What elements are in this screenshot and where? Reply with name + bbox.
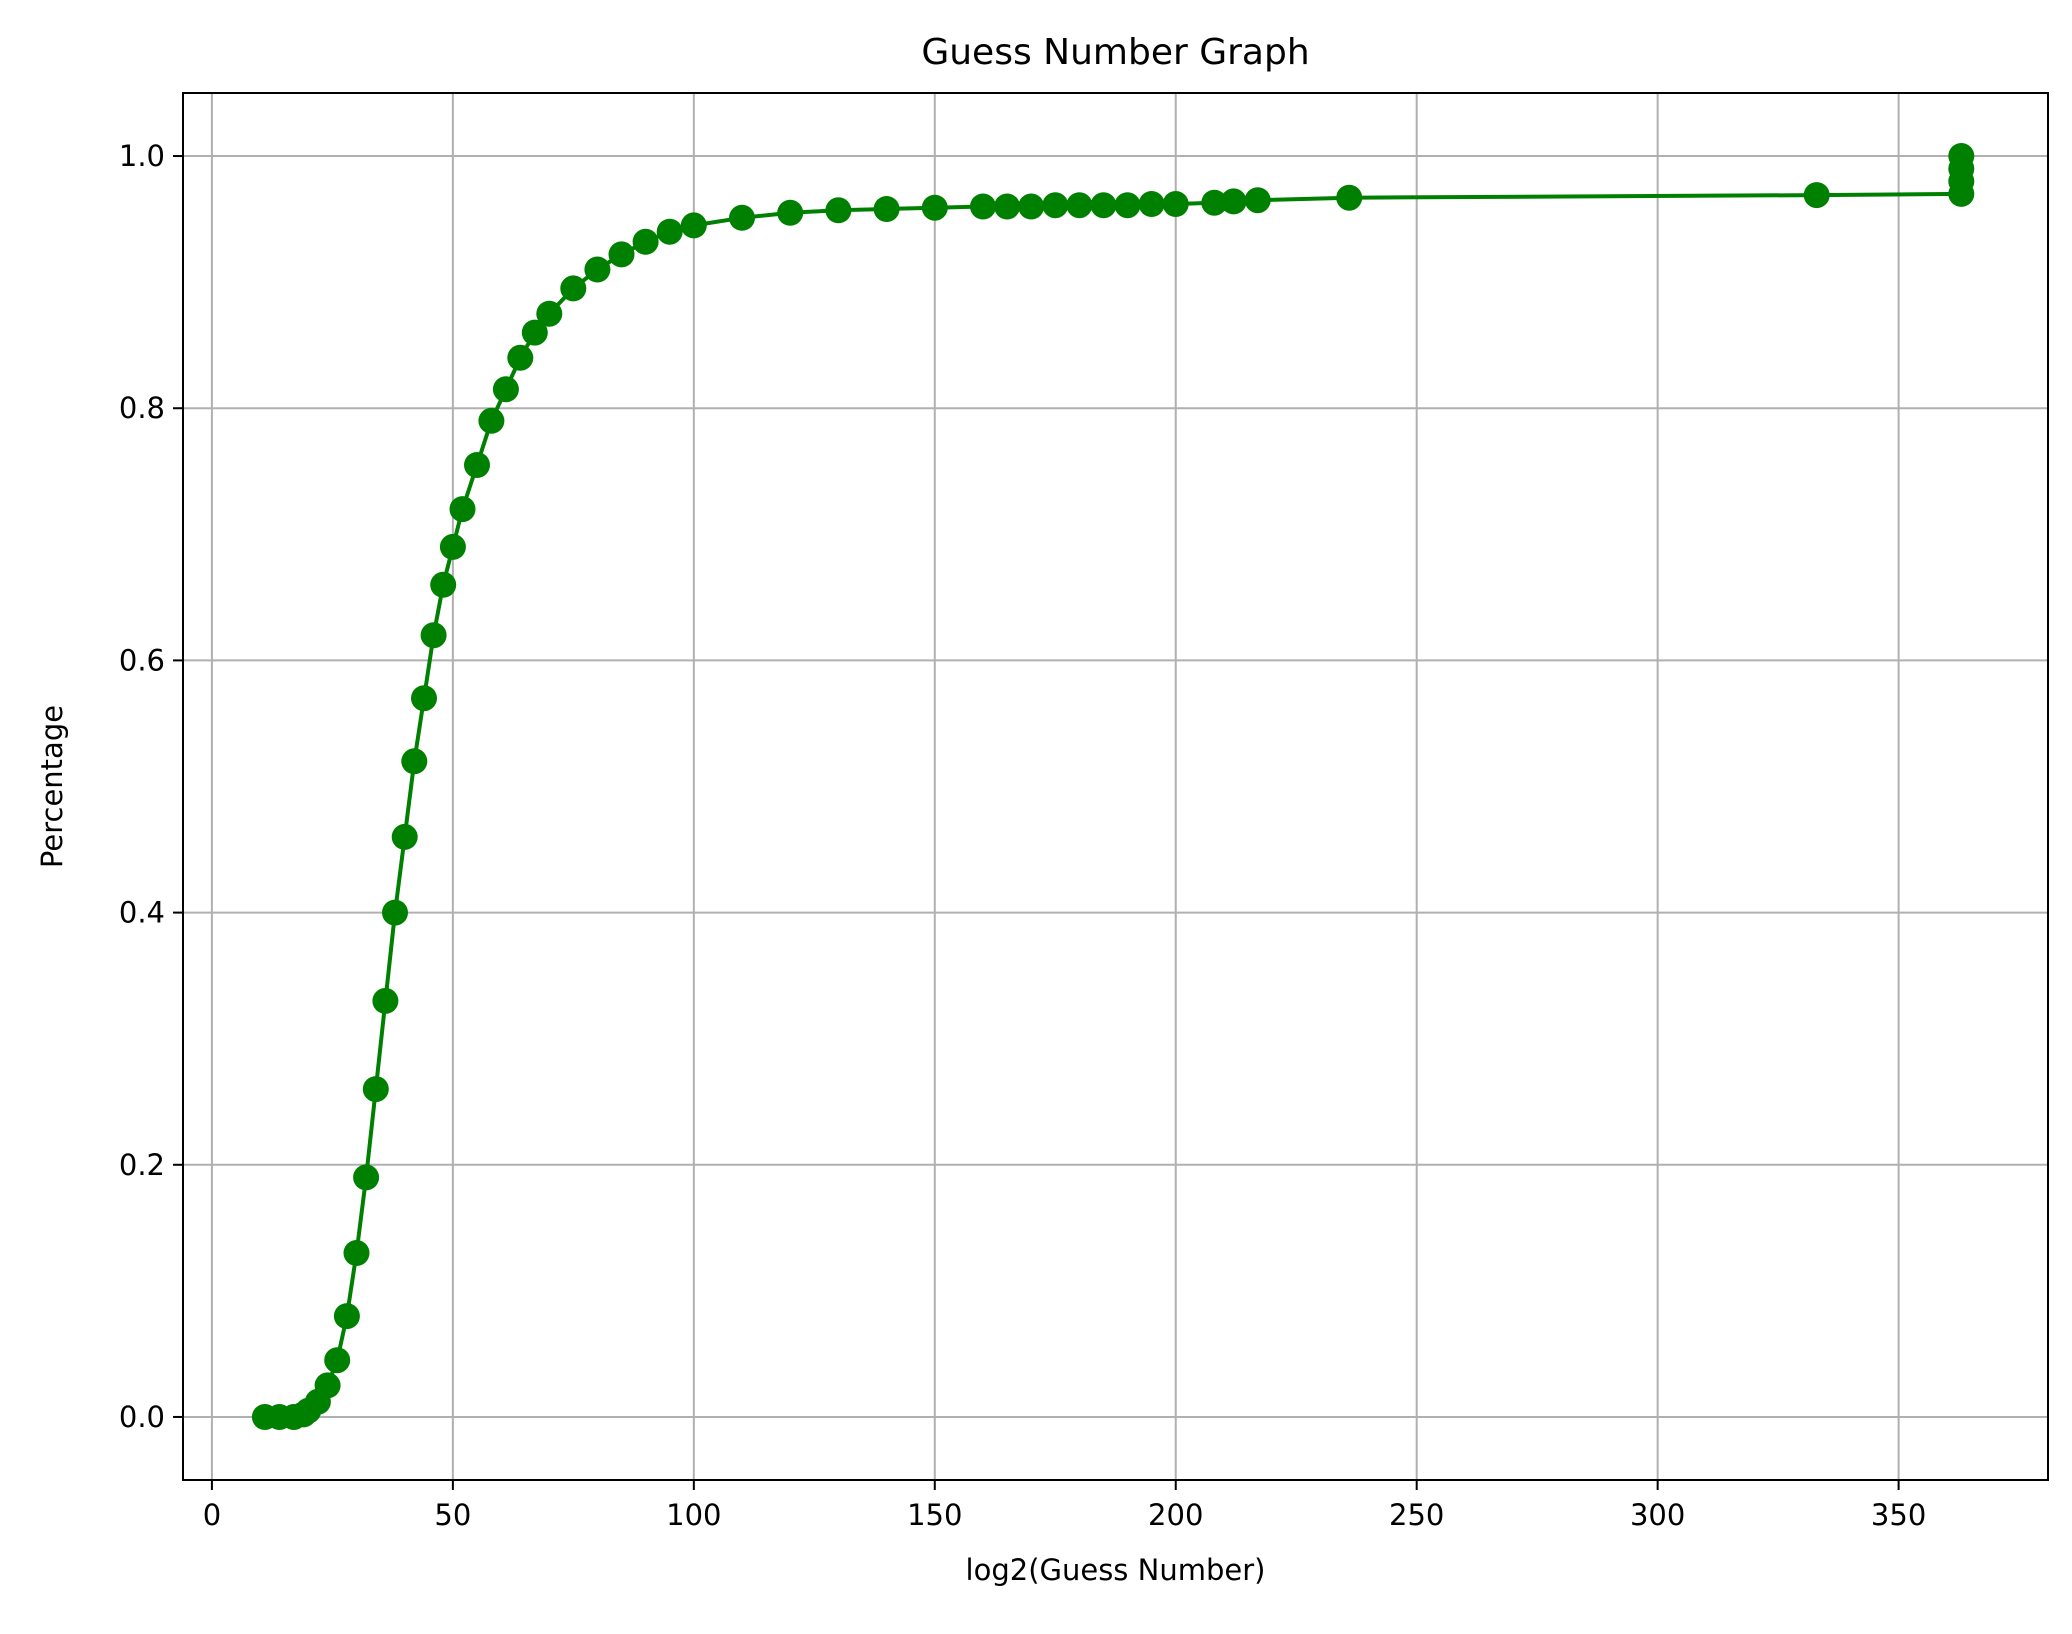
data-point-30 [632, 228, 659, 255]
x-tick-label-7: 350 [1871, 1498, 1926, 1532]
data-point-20 [449, 496, 476, 523]
y-axis-label: Percentage [35, 705, 69, 868]
data-point-18 [430, 571, 457, 598]
x-tick-label-0: 0 [203, 1498, 221, 1532]
data-point-26 [536, 300, 563, 327]
data-point-24 [507, 344, 534, 371]
data-point-55 [1948, 143, 1975, 169]
chart-title: Guess Number Graph [921, 32, 1309, 73]
data-point-39 [994, 193, 1021, 220]
data-point-27 [560, 275, 587, 302]
data-point-16 [411, 685, 437, 712]
grid-lines [183, 93, 2048, 1480]
data-point-34 [777, 199, 804, 226]
data-point-10 [353, 1164, 380, 1191]
data-point-42 [1066, 192, 1093, 219]
data-point-47 [1201, 189, 1228, 216]
data-point-38 [970, 193, 996, 220]
data-point-25 [521, 319, 548, 346]
data-point-17 [420, 622, 447, 649]
x-tick-label-6: 300 [1630, 1498, 1685, 1532]
data-point-50 [1336, 184, 1363, 211]
data-point-37 [921, 194, 948, 221]
data-point-7 [324, 1347, 351, 1374]
axis-ticks: 0 50 100 150 200 250 300 350 0.0 0.2 0.4 0.6 0.8 1.0 [119, 139, 1926, 1532]
data-point-23 [492, 376, 519, 403]
data-point-51 [1803, 182, 1830, 209]
data-point-9 [343, 1240, 370, 1266]
data-point-32 [680, 212, 707, 239]
data-point-15 [401, 748, 428, 775]
x-axis-label: log2(Guess Number) [966, 1553, 1266, 1587]
y-tick-label-2: 0.4 [119, 896, 165, 930]
data-point-14 [391, 823, 418, 850]
data-point-36 [873, 196, 900, 222]
data-point-8 [333, 1303, 360, 1330]
y-tick-label-3: 0.6 [119, 643, 165, 677]
series-layer [251, 143, 1975, 1430]
data-point-46 [1162, 191, 1189, 217]
y-tick-label-1: 0.2 [119, 1148, 165, 1182]
data-point-48 [1220, 188, 1247, 215]
data-point-21 [464, 452, 490, 478]
data-point-43 [1090, 192, 1117, 219]
x-tick-label-2: 100 [666, 1498, 721, 1532]
data-point-19 [439, 533, 466, 560]
data-point-40 [1018, 193, 1045, 220]
data-point-49 [1244, 187, 1271, 214]
x-tick-label-3: 150 [907, 1498, 962, 1532]
data-point-31 [656, 218, 683, 245]
data-point-12 [372, 987, 399, 1014]
plot-frame [182, 92, 2049, 1481]
data-point-33 [729, 204, 755, 231]
data-point-11 [362, 1076, 389, 1103]
data-point-22 [478, 407, 505, 434]
data-point-41 [1042, 192, 1069, 219]
data-point-29 [608, 241, 635, 268]
x-tick-label-1: 50 [434, 1498, 471, 1532]
data-point-13 [382, 899, 408, 926]
data-point-6 [314, 1372, 341, 1399]
data-point-28 [584, 256, 611, 283]
y-tick-label-4: 0.8 [119, 391, 165, 425]
y-tick-label-5: 1.0 [119, 139, 165, 173]
data-point-35 [825, 197, 852, 224]
data-point-45 [1138, 191, 1165, 217]
x-tick-label-4: 200 [1148, 1498, 1203, 1532]
x-tick-label-5: 250 [1389, 1498, 1444, 1532]
data-point-44 [1114, 192, 1141, 219]
y-tick-label-0: 0.0 [119, 1400, 165, 1434]
